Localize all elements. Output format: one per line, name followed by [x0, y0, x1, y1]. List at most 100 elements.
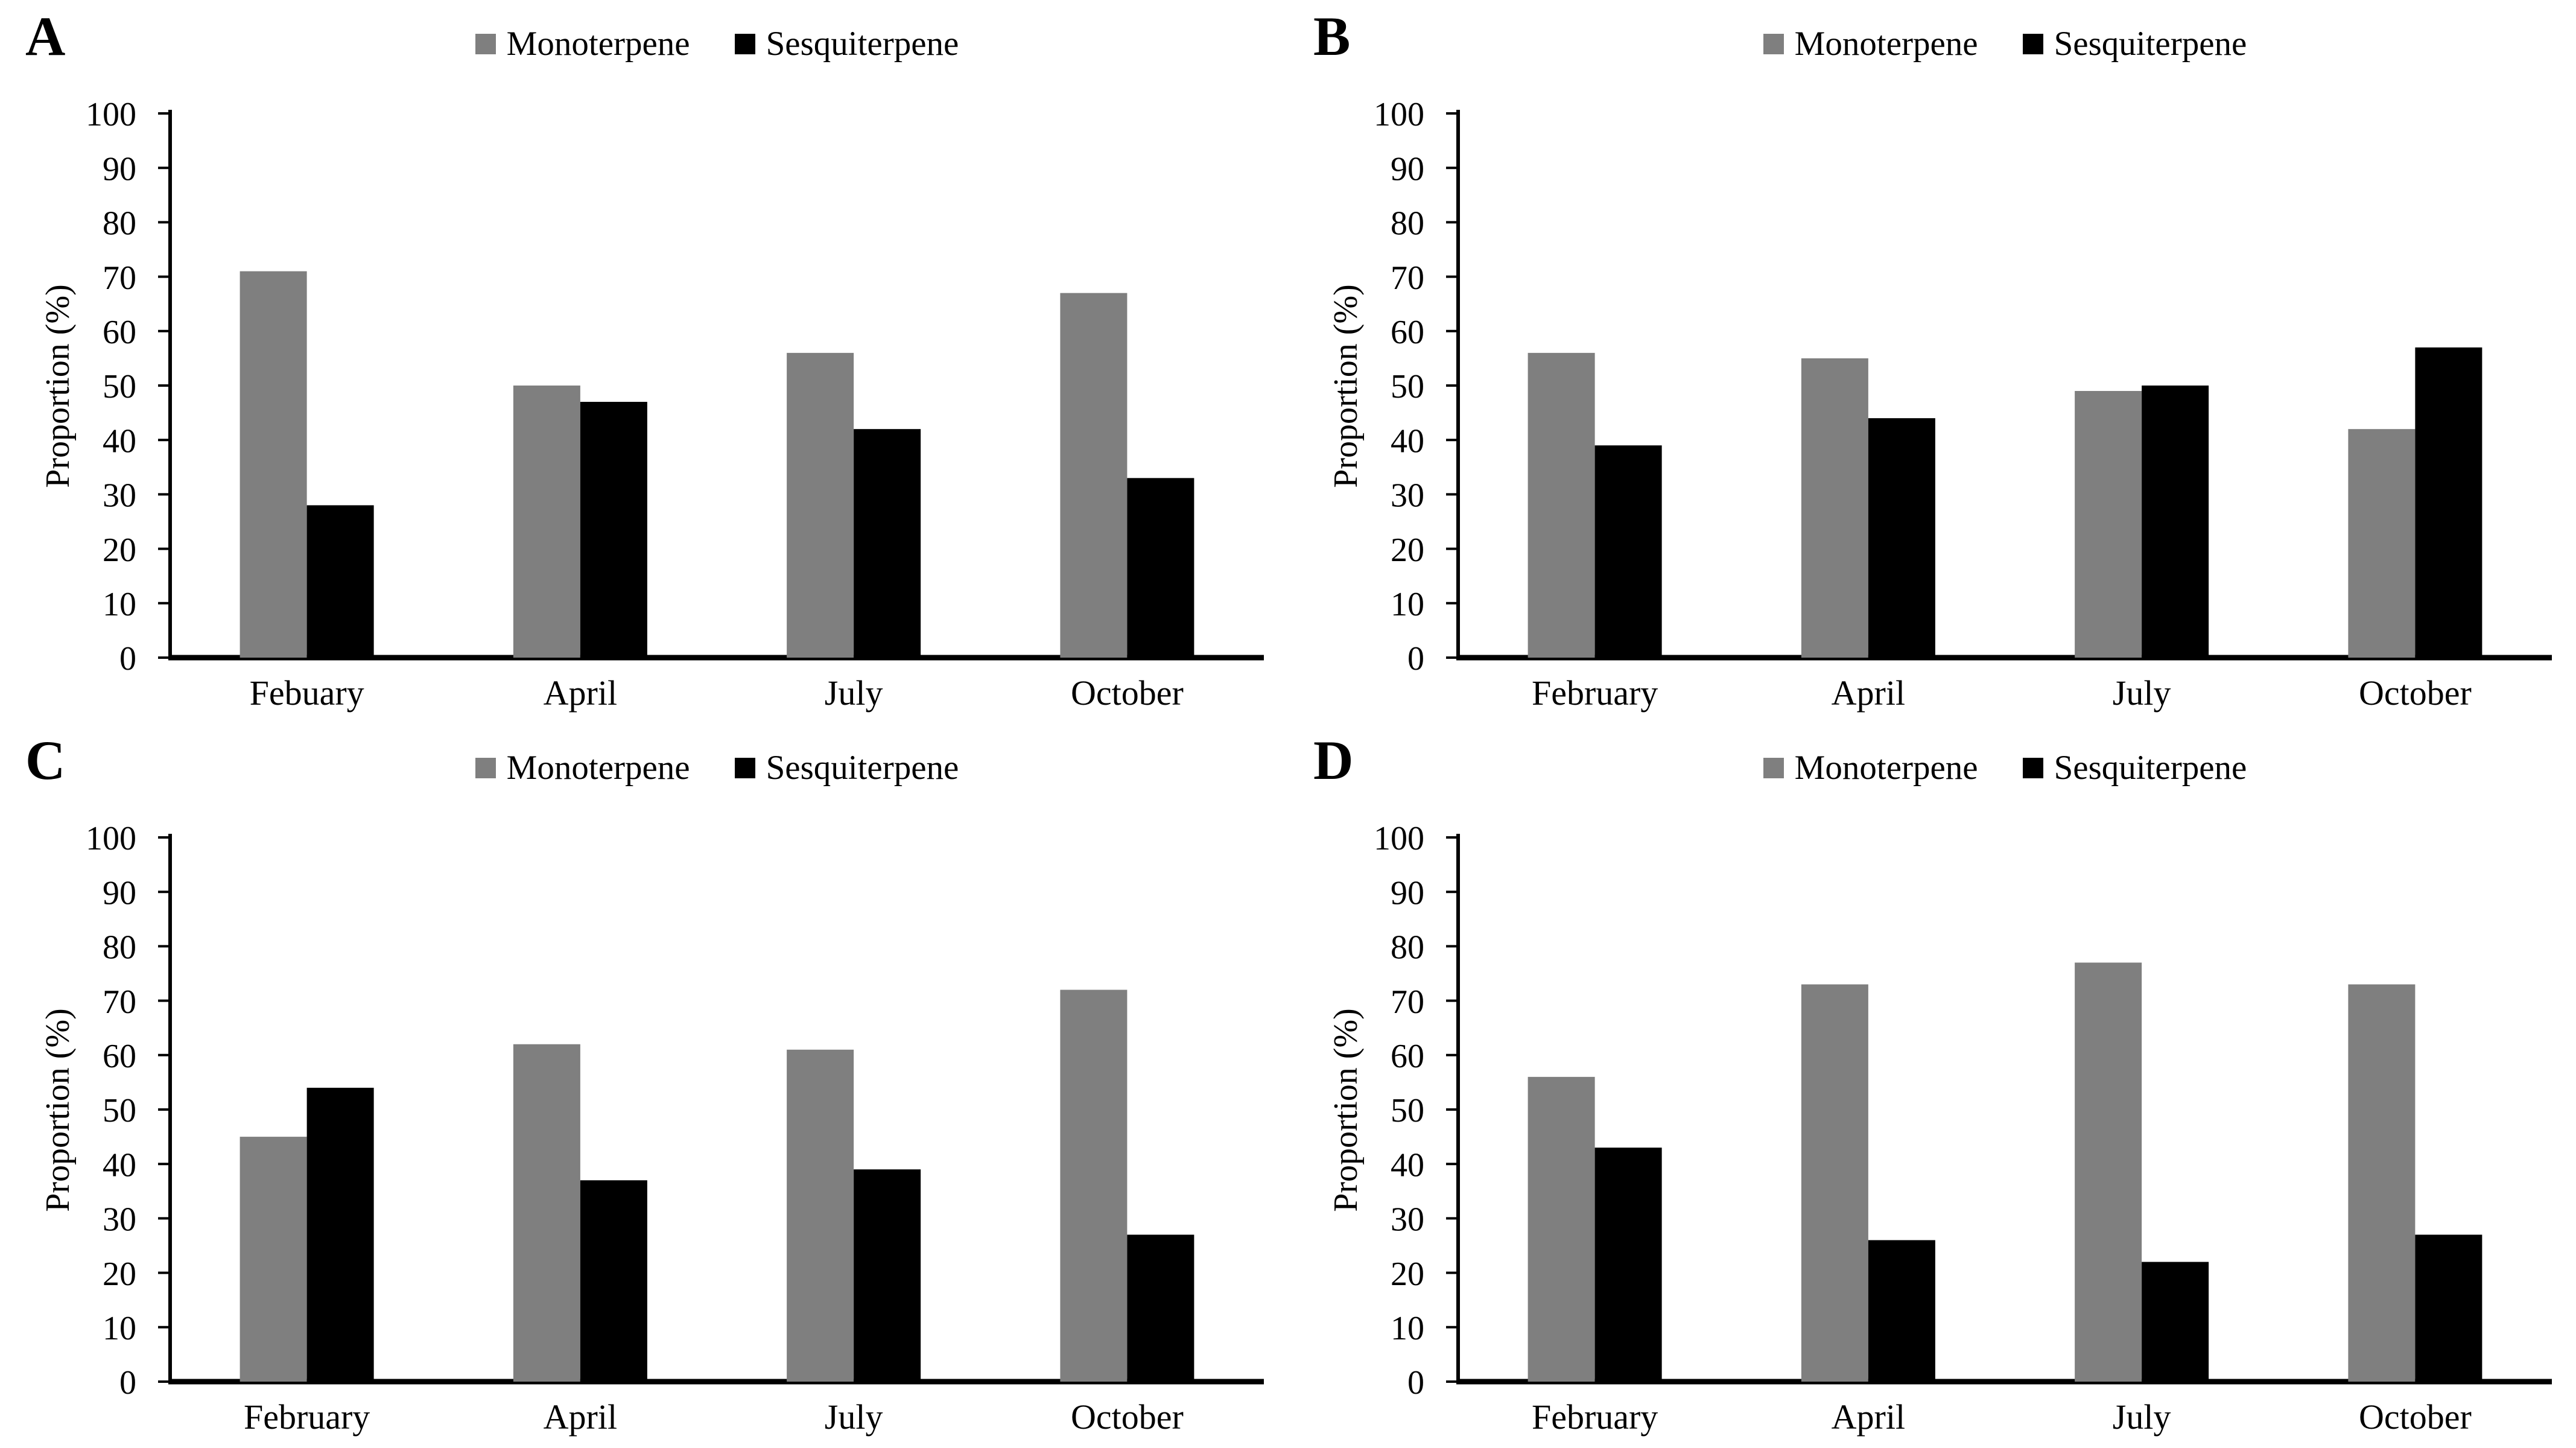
legend-label-monoterpene: Monoterpene — [1794, 749, 1978, 787]
x-tick-label: October — [2359, 1397, 2472, 1437]
x-tick-label: April — [544, 1397, 617, 1437]
y-tick-label: 90 — [1391, 150, 1424, 188]
legend-item-monoterpene: Monoterpene — [1763, 27, 1978, 61]
x-tick-label: October — [2359, 673, 2472, 713]
bar-sesquiterpene-february — [306, 1087, 374, 1382]
bar-sesquiterpene-february — [1594, 445, 1662, 658]
y-tick-label: 80 — [1391, 205, 1424, 243]
x-tick-label: February — [244, 1397, 370, 1437]
bar-sesquiterpene-october — [2415, 347, 2482, 658]
x-tick-label: April — [1832, 673, 1905, 713]
bar-monoterpene-october — [1060, 989, 1128, 1382]
y-tick-label: 100 — [1374, 96, 1424, 133]
legend-label-sesquiterpene: Sesquiterpene — [2054, 749, 2247, 787]
bar-monoterpene-april — [513, 1044, 580, 1382]
y-tick-label: 0 — [1407, 1364, 1424, 1402]
bar-monoterpene-october — [2348, 429, 2416, 658]
panel-d: D Monoterpene Sesquiterpene Proportion (… — [1288, 724, 2576, 1448]
y-tick-label: 80 — [103, 205, 136, 243]
y-tick-label: 100 — [86, 96, 136, 133]
x-tick-label: April — [1832, 1397, 1905, 1437]
y-tick-label: 60 — [1391, 314, 1424, 351]
bar-monoterpene-april — [1801, 358, 1868, 658]
y-tick-label: 80 — [103, 929, 136, 967]
bar-monoterpene-april — [513, 386, 580, 658]
bar-sesquiterpene-october — [1127, 478, 1194, 658]
bar-monoterpene-october — [1060, 293, 1128, 658]
x-tick-label: October — [1071, 1397, 1184, 1437]
y-tick-label: 40 — [1391, 422, 1424, 460]
y-tick-label: 60 — [103, 314, 136, 351]
y-tick-label: 60 — [1391, 1038, 1424, 1075]
y-tick-label: 90 — [1391, 874, 1424, 912]
bar-chart-a: 0 10 20 30 40 50 60 70 80 90 100 Febuary April July Oc… — [86, 96, 1264, 713]
x-tick-label: February — [1532, 1397, 1658, 1437]
y-tick-label: 30 — [1391, 477, 1424, 515]
legend-d: Monoterpene Sesquiterpene — [1458, 751, 2552, 785]
legend-item-monoterpene: Monoterpene — [475, 27, 690, 61]
bar-chart-d: 0 10 20 30 40 50 60 70 80 90 100 February April July O… — [1374, 820, 2552, 1437]
panel-label-c: C — [25, 729, 66, 791]
legend-item-sesquiterpene: Sesquiterpene — [2022, 25, 2247, 63]
bar-monoterpene-july — [2075, 391, 2142, 658]
bar-sesquiterpene-april — [1868, 1240, 1935, 1382]
bar-monoterpene-february — [1528, 352, 1595, 658]
y-tick-label: 50 — [103, 1092, 136, 1129]
legend-swatch-sesquiterpene — [2022, 757, 2043, 778]
bar-monoterpene-april — [1801, 984, 1868, 1382]
legend-item-sesquiterpene: Sesquiterpene — [734, 27, 959, 61]
bar-monoterpene-october — [2348, 984, 2416, 1382]
y-tick-label: 50 — [1391, 368, 1424, 405]
x-tick-label: July — [2113, 1397, 2171, 1437]
legend-item-monoterpene: Monoterpene — [1763, 751, 1978, 785]
y-tick-label: 30 — [103, 477, 136, 515]
y-tick-label: 20 — [1391, 532, 1424, 569]
bar-sesquiterpene-july — [854, 429, 921, 658]
y-tick-label: 0 — [119, 640, 136, 678]
legend-swatch-sesquiterpene — [734, 757, 755, 778]
panel-label-d: D — [1313, 729, 1354, 791]
y-tick-label: 0 — [119, 1364, 136, 1402]
x-tick-label: July — [825, 673, 883, 713]
bar-sesquiterpene-april — [580, 402, 647, 658]
y-tick-label: 80 — [1391, 929, 1424, 967]
legend-swatch-sesquiterpene — [2022, 33, 2043, 54]
x-tick-label: February — [1532, 673, 1658, 713]
legend-label-monoterpene: Monoterpene — [506, 25, 690, 63]
legend-item-monoterpene: Monoterpene — [475, 751, 690, 785]
x-tick-label: July — [2113, 673, 2171, 713]
bar-monoterpene-febuary — [240, 271, 307, 658]
y-tick-label: 30 — [1391, 1201, 1424, 1239]
legend-swatch-sesquiterpene — [734, 33, 755, 54]
bar-sesquiterpene-april — [580, 1180, 647, 1382]
bar-sesquiterpene-october — [1127, 1234, 1194, 1382]
y-tick-label: 70 — [1391, 259, 1424, 297]
bar-chart-b: 0 10 20 30 40 50 60 70 80 90 100 February April July O… — [1374, 96, 2552, 713]
legend-label-sesquiterpene: Sesquiterpene — [2054, 25, 2247, 63]
y-tick-label: 10 — [1391, 1310, 1424, 1347]
y-tick-label: 20 — [1391, 1256, 1424, 1293]
bar-sesquiterpene-october — [2415, 1234, 2482, 1382]
legend-a: Monoterpene Sesquiterpene — [170, 27, 1264, 61]
legend-swatch-monoterpene — [475, 757, 496, 778]
legend-swatch-monoterpene — [1763, 33, 1784, 54]
y-tick-label: 70 — [103, 983, 136, 1021]
bar-sesquiterpene-april — [1868, 418, 1935, 658]
bar-sesquiterpene-july — [854, 1169, 921, 1382]
y-tick-label: 10 — [1391, 586, 1424, 623]
y-tick-label: 70 — [1391, 983, 1424, 1021]
y-tick-label: 90 — [103, 150, 136, 188]
bar-sesquiterpene-febuary — [306, 505, 374, 658]
y-tick-label: 50 — [103, 368, 136, 405]
x-tick-label: April — [544, 673, 617, 713]
panel-b: B Monoterpene Sesquiterpene Proportion (… — [1288, 0, 2576, 724]
x-tick-label: July — [825, 1397, 883, 1437]
panel-c: C Monoterpene Sesquiterpene Proportion (… — [0, 724, 1288, 1448]
y-tick-label: 40 — [103, 1146, 136, 1184]
panel-a: A Monoterpene Sesquiterpene Proportion (… — [0, 0, 1288, 724]
y-tick-label: 30 — [103, 1201, 136, 1239]
bar-monoterpene-february — [240, 1137, 307, 1382]
y-tick-label: 70 — [103, 259, 136, 297]
bar-sesquiterpene-february — [1594, 1148, 1662, 1382]
bar-chart-c: 0 10 20 30 40 50 60 70 80 90 100 February April July O… — [86, 820, 1264, 1437]
